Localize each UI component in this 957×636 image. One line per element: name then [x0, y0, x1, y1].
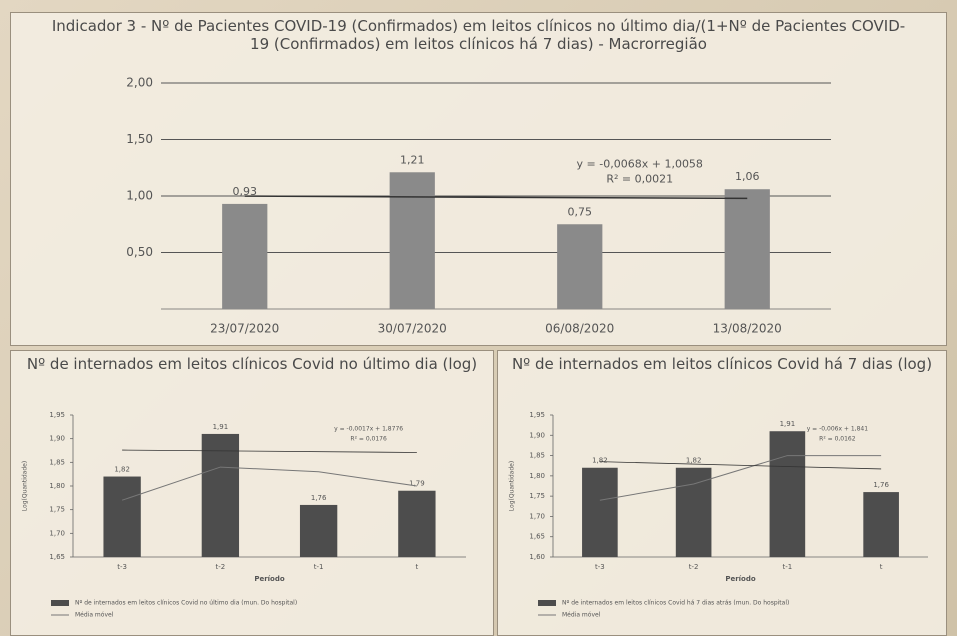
data-label: 1,21 — [400, 153, 425, 166]
bar — [582, 467, 618, 557]
legend-label: Média móvel — [75, 612, 114, 619]
panel: Indicador 3 - Nº de Pacientes COVID-19 (… — [10, 12, 947, 346]
chart: 0,50 1,00 1,50 2,00 23/07/2020 30/07/2020 06/0… — [126, 77, 831, 336]
y-tick-label: 1,95 — [49, 411, 65, 419]
data-label: 1,91 — [213, 423, 229, 431]
trendline-r2: R² = 0,0162 — [819, 436, 856, 443]
x-tick-label: 13/08/2020 — [713, 322, 782, 336]
x-tick-label: t-2 — [689, 563, 699, 571]
chart-title: Nº de internados em leitos clínicos Covi… — [26, 355, 478, 373]
chart: 1,60 1,65 1,70 1,75 1,80 1,85 1,90 1,95 Log(Quan… — [509, 411, 928, 619]
y-tick-label: 1,65 — [529, 533, 545, 541]
trendline-equation: y = -0,0068x + 1,0058 — [577, 157, 703, 170]
y-tick-label: 1,50 — [126, 132, 153, 146]
data-label: 1,79 — [409, 480, 425, 488]
y-tick-label: 1,70 — [49, 529, 65, 537]
y-tick-label: 1,90 — [49, 435, 65, 443]
legend-swatch — [538, 600, 556, 606]
y-tick-label: 1,75 — [529, 492, 545, 500]
y-tick-label: 1,70 — [529, 512, 545, 520]
y-axis-label: Log(Quantidade) — [22, 461, 29, 511]
x-tick-label: t-1 — [314, 563, 324, 571]
chart-title: Indicador 3 - Nº de Pacientes COVID-19 (… — [51, 17, 906, 53]
panel: Nº de internados em leitos clínicos Covi… — [497, 350, 947, 636]
bar — [557, 224, 603, 309]
x-tick-label: t — [416, 563, 419, 571]
data-label: 1,91 — [780, 420, 796, 428]
y-tick-label: 0,50 — [126, 245, 153, 259]
x-tick-label: 23/07/2020 — [210, 322, 279, 336]
bar — [103, 476, 141, 557]
data-label: 1,82 — [592, 457, 608, 465]
bar — [769, 431, 806, 557]
data-label: 1,06 — [735, 170, 760, 183]
y-tick-label: 1,60 — [529, 553, 545, 561]
legend-label: Nº de internados em leitos clínicos Covi… — [75, 600, 297, 607]
bar — [299, 504, 338, 557]
trendline — [122, 449, 417, 453]
data-label: 1,82 — [114, 466, 130, 474]
legend-label: Média móvel — [562, 612, 601, 619]
data-label: 0,75 — [568, 205, 593, 218]
y-tick-label: 1,80 — [49, 482, 65, 490]
x-tick-label: 30/07/2020 — [378, 322, 447, 336]
chart-title: Nº de internados em leitos clínicos Covi… — [511, 355, 933, 373]
trendline-r2: R² = 0,0021 — [606, 172, 673, 185]
trendline — [599, 461, 882, 470]
bar — [201, 433, 240, 557]
y-tick-label: 1,85 — [49, 458, 65, 466]
panel: Nº de internados em leitos clínicos Covi… — [10, 350, 494, 636]
bar — [724, 189, 770, 309]
x-tick-label: 06/08/2020 — [545, 322, 614, 336]
data-label: 1,76 — [873, 481, 889, 489]
bar — [389, 172, 435, 309]
data-label: 0,93 — [233, 185, 258, 198]
x-tick-label: t-1 — [783, 563, 793, 571]
bar — [398, 490, 436, 557]
bar — [863, 492, 899, 557]
trendline-equation: y = -0,006x + 1,841 — [807, 426, 868, 433]
x-axis-label: Período — [254, 575, 285, 583]
x-tick-label: t-3 — [117, 563, 127, 571]
data-label: 1,82 — [686, 457, 702, 465]
bar — [222, 203, 268, 309]
y-tick-label: 1,75 — [49, 506, 65, 514]
legend-swatch — [51, 600, 69, 606]
y-tick-label: 1,80 — [529, 472, 545, 480]
data-label: 1,76 — [311, 494, 327, 502]
legend-label: Nº de internados em leitos clínicos Covi… — [562, 600, 789, 607]
x-axis-label: Período — [725, 575, 756, 583]
y-tick-label: 1,85 — [529, 452, 545, 460]
chart: 1,65 1,70 1,75 1,80 1,85 1,90 1,95 Log(Quantida… — [22, 411, 466, 619]
x-tick-label: t-3 — [595, 563, 605, 571]
y-tick-label: 2,00 — [126, 77, 153, 90]
moving-average-line — [599, 455, 882, 501]
moving-average-line — [121, 466, 417, 501]
bar — [675, 467, 712, 557]
y-tick-label: 1,90 — [529, 431, 545, 439]
y-tick-label: 1,95 — [529, 411, 545, 419]
y-tick-label: 1,65 — [49, 553, 65, 561]
x-tick-label: t-2 — [216, 563, 226, 571]
y-tick-label: 1,00 — [126, 189, 153, 203]
trendline-equation: y = -0,0017x + 1,8776 — [334, 426, 403, 433]
trendline — [244, 195, 748, 200]
y-axis-label: Log(Quantidade) — [509, 461, 516, 511]
trendline-r2: R² = 0,0176 — [350, 436, 387, 443]
x-tick-label: t — [880, 563, 883, 571]
